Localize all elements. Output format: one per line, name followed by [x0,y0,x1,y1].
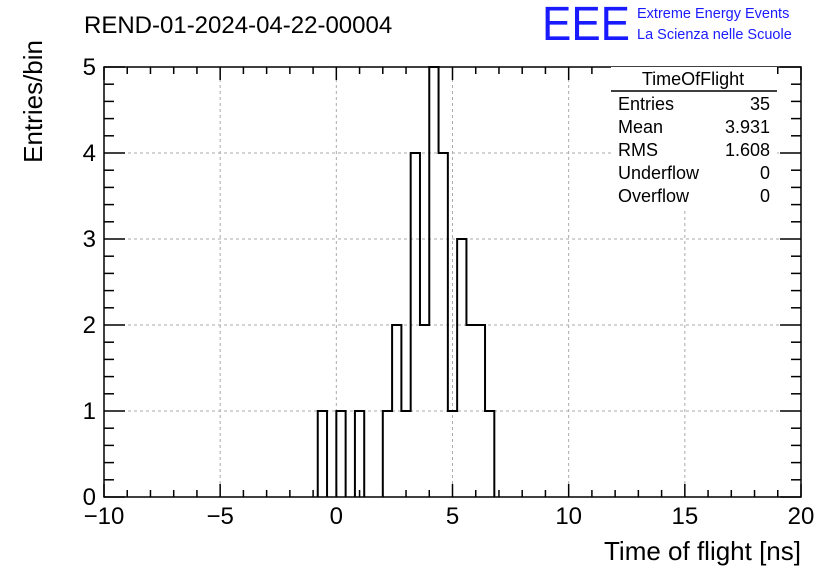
x-tick-label: 5 [446,503,459,530]
stats-rms-label: RMS [618,140,658,160]
stats-rms-value: 1.608 [725,140,770,160]
histogram-bin [457,239,466,497]
y-axis-label: Entries/bin [18,40,48,163]
x-tick-label: 10 [555,503,582,530]
x-tick-label: −5 [206,503,233,530]
stats-underflow-value: 0 [760,163,770,183]
y-tick-label: 4 [83,140,96,167]
stats-mean-value: 3.931 [725,117,770,137]
x-tick-labels: −10 −5 0 5 10 15 20 [84,503,815,530]
stats-title: TimeOfFlight [642,69,744,89]
histogram-bin [401,411,410,497]
histogram-bin [429,67,438,497]
y-tick-label: 2 [83,312,96,339]
stats-underflow-label: Underflow [618,163,700,183]
chart-title: REND-01-2024-04-22-00004 [84,12,392,39]
histogram-outline [316,66,496,497]
x-tick-label: 20 [788,503,815,530]
x-axis-label: Time of flight [ns] [604,536,801,566]
stats-box: TimeOfFlight Entries 35 Mean 3.931 RMS 1… [611,67,777,209]
stats-entries-label: Entries [618,94,674,114]
stats-overflow-value: 0 [760,186,770,206]
y-tick-label: 5 [83,54,96,81]
y-tick-labels: 0 1 2 3 4 5 [83,54,96,511]
stats-mean-label: Mean [618,117,663,137]
x-tick-label: 15 [671,503,698,530]
logo-subtitle-2: La Scienza nelle Scuole [637,27,792,43]
stats-overflow-label: Overflow [618,186,690,206]
histogram-bin [318,411,327,497]
histogram-bin [485,411,494,497]
histogram-bin [383,411,392,497]
eee-logo: EEE [542,0,630,51]
logo-subtitle-1: Extreme Energy Events [637,6,789,22]
x-tick-label: 0 [330,503,343,530]
y-tick-label: 3 [83,226,96,253]
histogram-series [316,66,496,497]
axis-ticks [103,66,802,498]
y-tick-label: 1 [83,398,96,425]
stats-entries-value: 35 [750,94,770,114]
histogram-bin [355,411,364,497]
histogram-bin [336,411,345,497]
x-tick-label: −10 [84,503,125,530]
y-tick-label: 0 [83,484,96,511]
